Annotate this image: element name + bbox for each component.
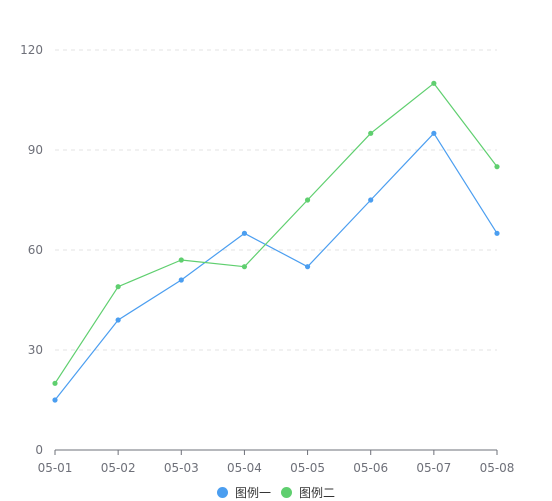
y-tick-label: 90 [28, 143, 43, 157]
legend-item-series-1[interactable]: 图例一 [216, 484, 271, 501]
x-tick-label: 05-06 [353, 461, 388, 475]
series-2-point [494, 164, 500, 170]
y-tick-label: 120 [20, 43, 43, 57]
series-1-point [241, 230, 248, 236]
series-1-point [368, 197, 374, 203]
grid-lines [55, 49, 497, 351]
chart-legend: 图例一 图例二 [0, 484, 552, 501]
series-1-point [178, 277, 184, 283]
series-lines [52, 80, 500, 403]
legend-series-1-dot [216, 487, 228, 498]
series-2-point [115, 284, 121, 290]
y-tick-label: 60 [28, 243, 43, 257]
series-2-point [52, 380, 58, 386]
axes: 0 30 60 90 120 05-01 05-02 05-03 05-04 05-05 05-06… [20, 43, 514, 475]
y-tick-label: 0 [35, 443, 43, 457]
series-2-point [368, 130, 374, 136]
series-2-point [241, 264, 248, 270]
legend-item-series-2[interactable]: 图例二 [281, 484, 335, 501]
x-tick-label: 05-07 [416, 461, 451, 475]
series-1-point [115, 317, 121, 323]
y-tick-label: 30 [28, 343, 43, 357]
x-tick-label: 05-05 [290, 461, 325, 475]
x-tick-label: 05-08 [480, 461, 515, 475]
series-2-point [178, 257, 184, 263]
series-2-point [304, 197, 311, 203]
x-tick-label: 05-04 [227, 461, 262, 475]
series-1-point [304, 264, 311, 270]
series-1-point [494, 230, 500, 236]
legend-series-2-dot [281, 487, 292, 498]
x-tick-label: 05-03 [164, 461, 199, 475]
legend-series-2-label: 图例二 [299, 486, 336, 500]
series-1-point [431, 130, 437, 136]
series-2-point [431, 80, 437, 86]
x-tick-label: 05-01 [38, 461, 73, 475]
series-1-line [54, 132, 498, 401]
x-tick-label: 05-02 [101, 461, 136, 475]
series-1-point [52, 397, 58, 403]
series-2-line [54, 82, 498, 384]
legend-series-1-label: 图例一 [234, 486, 271, 500]
